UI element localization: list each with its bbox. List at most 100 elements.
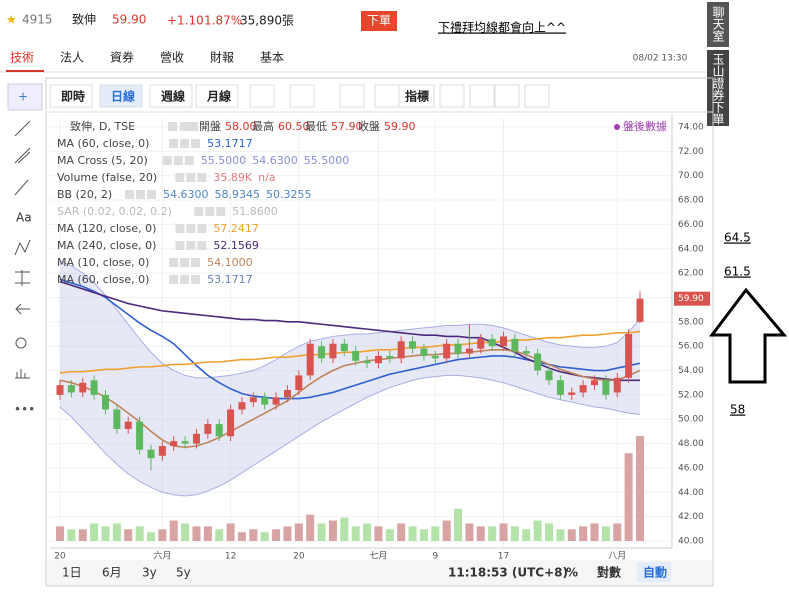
side-button-label[interactable]: 聊天室	[711, 6, 725, 42]
legend-icon[interactable]	[205, 207, 215, 216]
legend-icon[interactable]	[180, 122, 189, 131]
legend-icon[interactable]	[186, 241, 196, 250]
toolbar-icon[interactable]	[439, 84, 465, 108]
range-button[interactable]: 1日	[62, 566, 82, 580]
scale-option[interactable]: 對數	[597, 565, 621, 580]
legend-icon[interactable]	[216, 207, 226, 216]
toolbar-icon[interactable]	[289, 84, 315, 108]
legend-icon[interactable]	[169, 139, 179, 148]
legend-icon[interactable]	[175, 241, 185, 250]
tab[interactable]: 營收	[160, 51, 184, 65]
volume-bar	[203, 526, 212, 541]
range-button[interactable]: 3y	[142, 566, 157, 580]
legend-icon[interactable]	[173, 156, 183, 165]
scale-option[interactable]: %	[566, 566, 578, 580]
note: 下禮拜均線都會向上^^	[438, 20, 566, 35]
volume-bar	[260, 532, 269, 541]
legend-icon[interactable]	[194, 207, 204, 216]
order-button[interactable]	[361, 11, 397, 31]
y-tick-label: 42.00	[678, 512, 704, 522]
legend-icon[interactable]	[186, 224, 196, 233]
side-button[interactable]	[707, 2, 729, 47]
y-tick-label: 70.00	[678, 171, 704, 181]
volume-bar	[146, 532, 155, 541]
last-price-label: 59.90	[678, 294, 704, 304]
toolbar-icon[interactable]	[469, 84, 495, 108]
legend-icon[interactable]	[162, 156, 172, 165]
legend-value: 35.89K	[213, 171, 252, 184]
ohlc-value: 60.50	[278, 120, 310, 133]
legend-icon[interactable]	[197, 173, 207, 182]
legend-value: 54.6300	[163, 188, 209, 201]
side-button-label[interactable]: 玉山證券下單	[711, 53, 725, 125]
stock-code: 4915	[22, 13, 53, 27]
tool-more[interactable]: •••	[14, 403, 35, 417]
toolbar-label[interactable]: 即時	[61, 89, 85, 104]
legend-icon[interactable]	[125, 190, 134, 199]
y-tick-label: 48.00	[678, 439, 704, 449]
tab[interactable]: 財報	[210, 50, 234, 65]
volume-bar	[624, 453, 633, 541]
order-button-label[interactable]: 下單	[367, 14, 391, 28]
volume-bar	[158, 529, 167, 541]
toolbar-icon[interactable]	[494, 84, 520, 108]
candle-body	[147, 449, 155, 459]
toolbar-button[interactable]	[149, 84, 193, 108]
toolbar-label[interactable]: 指標	[405, 89, 429, 104]
toolbar-icon[interactable]	[524, 84, 550, 108]
legend-icon[interactable]	[136, 190, 145, 199]
candle-body	[545, 370, 553, 381]
volume-bar	[112, 523, 121, 541]
tool-text[interactable]: Aa	[16, 211, 32, 225]
tab[interactable]: 基本	[260, 51, 284, 65]
legend-icon[interactable]	[189, 122, 198, 131]
legend-icon[interactable]	[169, 258, 179, 267]
legend-icon[interactable]	[169, 275, 179, 284]
candle-body	[522, 351, 530, 354]
scale-option[interactable]: 自動	[643, 565, 667, 580]
legend-icon[interactable]	[180, 139, 190, 148]
ohlc-label: 最高	[252, 119, 274, 133]
toolbar-icon[interactable]	[249, 84, 275, 108]
volume-bar	[101, 526, 110, 541]
ohlc-value: 59.90	[384, 120, 416, 133]
range-button[interactable]: 5y	[176, 566, 191, 580]
candle-body	[79, 382, 87, 393]
legend-icon[interactable]	[197, 224, 207, 233]
star[interactable]: ★	[6, 13, 17, 27]
tool-cross[interactable]	[7, 83, 43, 111]
toolbar-label[interactable]: 週線	[161, 89, 185, 104]
after-hours[interactable]: 盤後數據	[623, 119, 667, 133]
toolbar-button[interactable]	[49, 84, 93, 108]
auto-button[interactable]	[637, 562, 671, 582]
toolbar-label[interactable]: 日線	[111, 89, 135, 104]
legend-icon[interactable]	[168, 122, 177, 131]
y-tick-label: 50.00	[678, 415, 704, 425]
tab[interactable]: 資券	[110, 50, 134, 65]
legend-icon[interactable]	[175, 224, 185, 233]
volume-bar	[465, 523, 474, 541]
legend-icon[interactable]	[180, 258, 190, 267]
range-button[interactable]: 6月	[102, 566, 122, 580]
tab[interactable]: 技術	[10, 51, 34, 65]
toolbar-icon[interactable]	[374, 84, 400, 108]
legend-icon[interactable]	[191, 275, 201, 284]
legend-icon[interactable]	[147, 190, 156, 199]
toolbar-icon[interactable]	[339, 84, 365, 108]
legend-icon[interactable]	[175, 173, 185, 182]
toolbar-button[interactable]	[99, 84, 143, 108]
bb-lower	[59, 374, 641, 497]
legend-icon[interactable]	[184, 156, 194, 165]
volume-bar	[56, 526, 64, 541]
tool-icon[interactable]: +	[18, 90, 28, 104]
legend-icon[interactable]	[186, 173, 196, 182]
legend-icon[interactable]	[180, 275, 190, 284]
legend-icon[interactable]	[191, 258, 201, 267]
tab[interactable]: 法人	[60, 51, 84, 65]
after-hours-dot	[614, 124, 620, 130]
legend-icon[interactable]	[191, 139, 201, 148]
legend-icon[interactable]	[197, 241, 207, 250]
candle-body	[306, 343, 314, 376]
toolbar-label[interactable]: 月線	[206, 89, 231, 104]
toolbar-button[interactable]	[195, 84, 239, 108]
